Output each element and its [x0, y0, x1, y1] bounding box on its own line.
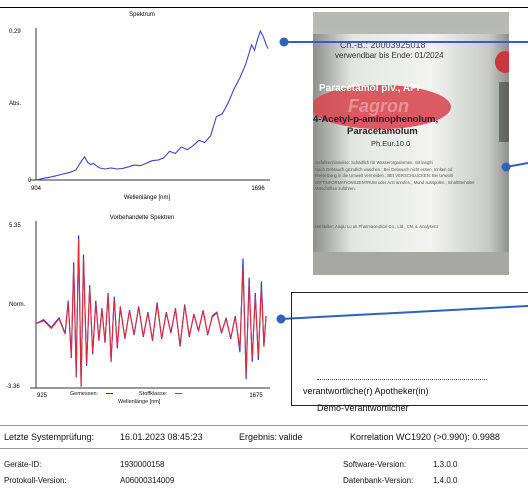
connector-dot-processed	[276, 314, 286, 324]
spectrum-title: Spektrum	[129, 12, 155, 18]
spectrum-y-top: 0.29	[9, 29, 21, 35]
legend-measured: Gemessen:	[70, 391, 113, 397]
device-id-value: 1930000158	[120, 460, 165, 469]
software-label: Software-Version:	[343, 460, 407, 469]
processed-x-right: 1675	[249, 393, 263, 399]
software-value: 1.3.0.0	[433, 460, 458, 469]
hazard-line-2: Nach Gebrauch gründlich waschen.; Bei Ge…	[315, 166, 453, 172]
processed-xlabel: Wellenlänge [nm]	[118, 399, 161, 405]
processed-y-top: 5.35	[9, 223, 21, 229]
divider-bottom	[0, 448, 528, 449]
processed-series-class	[35, 239, 267, 385]
connector-dot-spectrum	[279, 37, 289, 47]
last-check-value: 16.01.2023 08:45:23	[120, 432, 203, 442]
brand-ellipse	[313, 85, 451, 129]
photo-background	[313, 12, 509, 275]
manufacturer: Hersteller: Anqiu Lu an Pharmaceutical C…	[315, 224, 439, 229]
correlation: Korrelation WC1920 (>0.990): 0.9988	[350, 432, 500, 442]
processed-ylabel: Norm.	[9, 302, 26, 308]
spectrum-x-left: 904	[31, 186, 42, 192]
legend-class-label: Stoffklasse:	[139, 391, 168, 397]
result-label: Ergebnis:	[239, 432, 278, 442]
divider-top	[0, 425, 528, 426]
processed-x-left: 925	[37, 393, 48, 399]
hazard-line-5: Vorschriften zuführen.	[315, 186, 356, 191]
processed-y-bottom: -3.36	[6, 384, 20, 390]
result-value: valide	[279, 432, 303, 442]
expiry-line: verwendbar bis Ende: 01/2024	[335, 51, 444, 60]
legend-class-swatch	[174, 393, 182, 395]
hazard-text: Gefahrenhinweise: Schädlich für Wasseror…	[315, 160, 507, 193]
pharmacist-name: Demo-Verantwortlicher	[317, 403, 409, 413]
hazard-line-3: Freisetzung in die Umwelt vermeiden.; BE…	[315, 173, 454, 178]
spectrum-xlabel: Wellenlänge [nm]	[124, 195, 171, 201]
last-check-label: Letzte Systemprüfung:	[4, 432, 95, 442]
signature-box	[291, 292, 528, 406]
protocol-value: A06000314009	[120, 476, 175, 485]
spectrum-x-right: 1696	[251, 186, 265, 192]
protocol-label: Protokoll-Version:	[4, 476, 67, 485]
pharmacopoeia: Ph.Eur.10.0	[371, 139, 411, 148]
hazard-line-1: Gefahrenhinweise: Schädlich für Wasseror…	[315, 160, 433, 165]
legend-class: Stoffklasse:	[139, 391, 182, 397]
connector-processed	[280, 305, 528, 320]
top-border	[0, 7, 528, 8]
database-label: Datenbank-Version:	[343, 476, 414, 485]
legend-measured-swatch	[105, 393, 113, 395]
spectrum-series-line	[35, 29, 269, 181]
pharmacist-role: verantwortliche(r) Apotheker(in)	[303, 386, 429, 396]
spectrum-chart: Spektrum 0.29 Abs. 0 904 1696 Wellenläng…	[9, 12, 270, 201]
connector-dot-photo	[501, 162, 511, 172]
sample-label-photo: Ch.-B.: 20003925018 verwendbar bis Ende:…	[313, 12, 509, 275]
device-id-label: Geräte-ID:	[4, 460, 42, 469]
spectrum-y-bottom: 0	[28, 178, 32, 184]
connector-layer	[276, 37, 528, 324]
brand-text: Fagron	[348, 96, 409, 116]
database-value: 1.4.0.0	[433, 476, 458, 485]
chem-name-1: 4-Acetyl-p-aminophenolum,	[313, 114, 439, 125]
legend-measured-label: Gemessen:	[70, 391, 99, 397]
processed-chart: Vorbehandelte Spektren 5.35 Norm. -3.36 …	[6, 215, 270, 399]
processed-series-measured	[35, 235, 267, 387]
processed-title: Vorbehandelte Spektren	[110, 215, 174, 221]
product-name: Paracetamol plv., API	[319, 83, 420, 94]
spectrum-ylabel: Abs.	[9, 101, 21, 107]
batch-line: Ch.-B.: 20003925018	[340, 40, 426, 50]
hazard-line-4: GIFTINFORMATIONSZENTRUM oder Arzt anrufe…	[315, 179, 475, 185]
signature-line	[317, 379, 487, 380]
chem-name-2: Paracetamolum	[347, 126, 418, 137]
